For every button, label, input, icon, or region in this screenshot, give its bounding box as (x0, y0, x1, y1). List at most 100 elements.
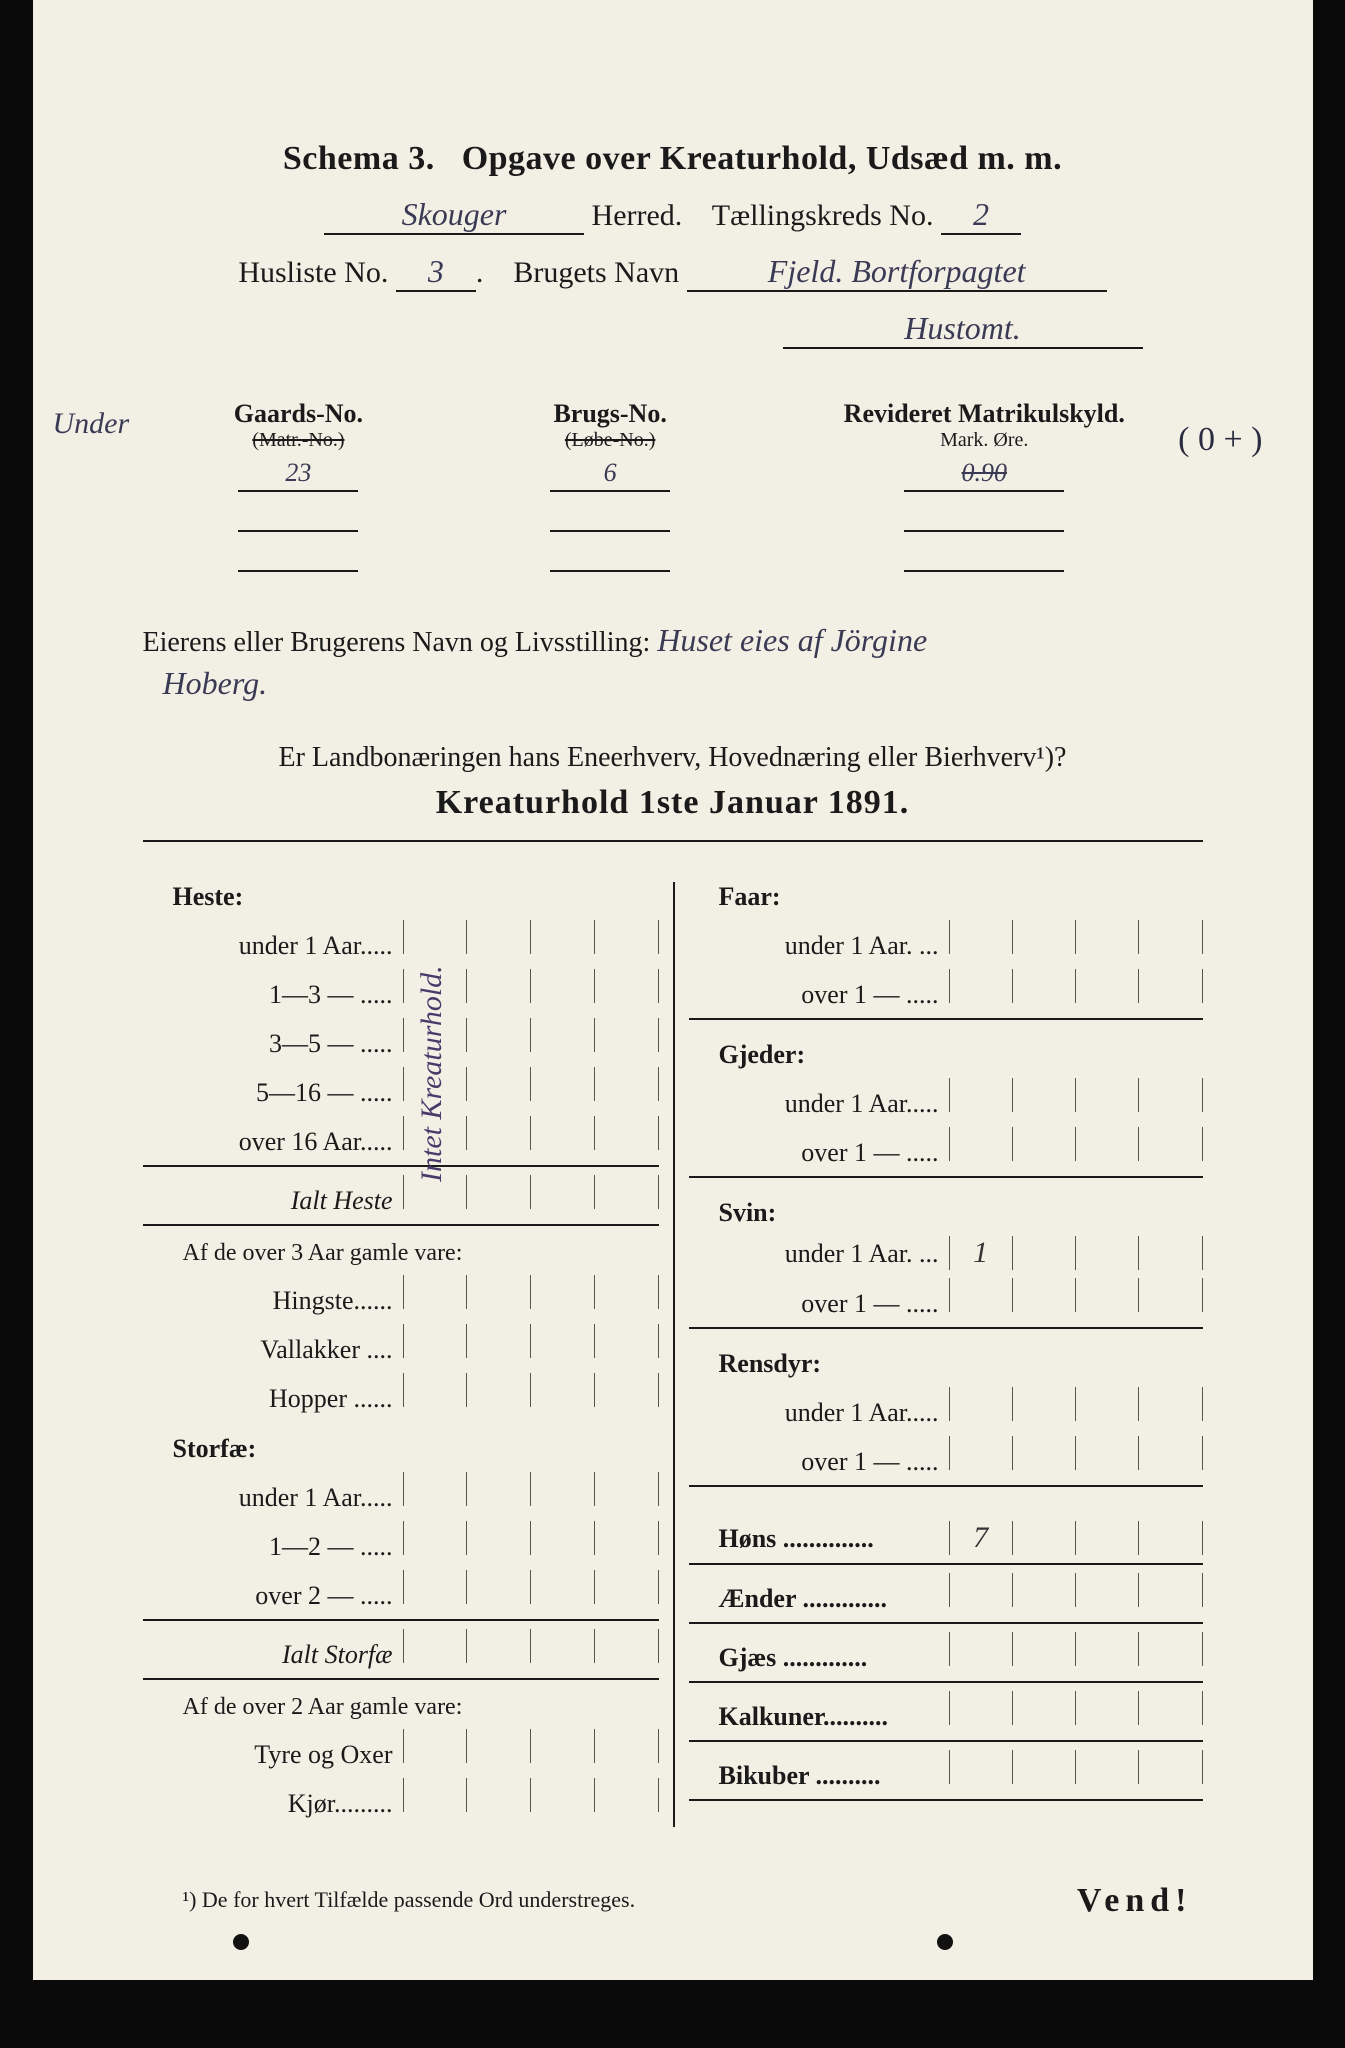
single-rule (689, 1799, 1203, 1801)
value-cell (467, 1521, 531, 1555)
entry-row: Hopper ...... (143, 1373, 659, 1414)
value-cell (467, 969, 531, 1003)
heste-sum: Ialt Heste (143, 1186, 403, 1216)
livestock-table: Intet Kreaturhold. Heste: under 1 Aar...… (143, 882, 1203, 1827)
value-cells (403, 1324, 659, 1358)
value-cells (403, 1018, 659, 1052)
svin-head: Svin: (689, 1198, 1203, 1228)
value-cell (1139, 1387, 1202, 1421)
owner-value-2: Hoberg. (143, 665, 1203, 702)
value-cell (467, 1324, 531, 1358)
value-cells (403, 1373, 659, 1407)
value-cell (1013, 1632, 1076, 1666)
entry-label: 3—5 — ..... (143, 1029, 403, 1059)
entry-row: Bikuber .......... (689, 1750, 1203, 1791)
value-cell (1139, 1436, 1202, 1470)
brugs-label: Brugs-No. (454, 399, 766, 429)
value-cells (403, 1275, 659, 1309)
value-cell (1013, 1127, 1076, 1161)
value-cell (1076, 1632, 1139, 1666)
entry-label: over 16 Aar..... (143, 1127, 403, 1157)
value-cell (950, 1632, 1013, 1666)
value-cell (1139, 1078, 1202, 1112)
brugs-val: 6 (550, 458, 670, 492)
matrikul-block: Under ( 0 + ) Gaards-No. (Matr.-No.) 23 … (143, 399, 1203, 572)
value-cell (950, 920, 1013, 954)
value-cells (949, 1436, 1203, 1470)
entry-row: 1—3 — ..... (143, 969, 659, 1010)
value-cell (1013, 920, 1076, 954)
value-cell (531, 1275, 595, 1309)
value-cell (595, 1275, 659, 1309)
single-rule (689, 1740, 1203, 1742)
rev-blank-2 (904, 538, 1064, 572)
entry-label: under 1 Aar. ... (689, 1239, 949, 1269)
value-cell (1139, 1236, 1202, 1270)
entry-label: under 1 Aar..... (143, 931, 403, 961)
value-cell (595, 969, 659, 1003)
value-cells (403, 1778, 659, 1812)
value-cell (1013, 1387, 1076, 1421)
value-cell (467, 1373, 531, 1407)
value-cell (1076, 920, 1139, 954)
brugets-label: Brugets Navn (513, 256, 679, 289)
entry-row: over 2 — ..... (143, 1570, 659, 1611)
value-cell (1013, 1236, 1076, 1270)
value-cell (404, 1570, 468, 1604)
header-block: Schema 3. Opgave over Kreaturhold, Udsæd… (143, 140, 1203, 349)
value-cells (949, 1127, 1203, 1161)
entry-label: over 1 — ..... (689, 1138, 949, 1168)
punch-hole-left (233, 1934, 249, 1950)
value-cell (404, 1472, 468, 1506)
entry-label: under 1 Aar..... (689, 1398, 949, 1428)
value-cells (949, 1573, 1203, 1607)
entry-row: Hingste...... (143, 1275, 659, 1316)
value-cell (1139, 1632, 1202, 1666)
value-cell (1076, 1127, 1139, 1161)
value-cell (404, 920, 468, 954)
value-cell (531, 1570, 595, 1604)
brugs-blank-1 (550, 498, 670, 532)
right-column: Faar: under 1 Aar. ...over 1 — ..... Gje… (673, 882, 1203, 1827)
value-cell (595, 1570, 659, 1604)
value-cell (1013, 1078, 1076, 1112)
left-column: Intet Kreaturhold. Heste: under 1 Aar...… (143, 882, 673, 1827)
entry-label: over 1 — ..... (689, 1289, 949, 1319)
value-cells (403, 1729, 659, 1763)
value-cell (1013, 1750, 1076, 1784)
value-cell (404, 1778, 468, 1812)
value-cells (403, 1521, 659, 1555)
owner-lead: Eierens eller Brugerens Navn og Livsstil… (143, 627, 651, 658)
value-cell (531, 1778, 595, 1812)
value-cells (403, 1472, 659, 1506)
value-cell (467, 1116, 531, 1150)
value-cells: 1 (949, 1236, 1203, 1270)
rev-label: Revideret Matrikulskyld. (766, 399, 1202, 429)
value-cell (404, 1324, 468, 1358)
single-rule (689, 1622, 1203, 1624)
value-cell (467, 1472, 531, 1506)
value-cell (1139, 969, 1202, 1003)
value-cell (950, 1278, 1013, 1312)
value-cell (950, 1078, 1013, 1112)
marginal-under: Under (53, 407, 130, 441)
value-cell (1076, 1236, 1139, 1270)
storfae-sum-cells (403, 1629, 659, 1663)
entry-row: under 1 Aar. ...1 (689, 1236, 1203, 1270)
owner-value-1: Huset eies af Jörgine (657, 622, 1037, 659)
marginal-zero: ( 0 + ) (1178, 421, 1262, 459)
entry-label: Kalkuner.......... (689, 1702, 949, 1732)
rev-sub: Mark. Øre. (766, 429, 1202, 452)
value-cell (531, 1729, 595, 1763)
census-form-page: Schema 3. Opgave over Kreaturhold, Udsæd… (33, 0, 1313, 1980)
value-cell (467, 1067, 531, 1101)
gaards-label: Gaards-No. (143, 399, 455, 429)
entry-row: 3—5 — ..... (143, 1018, 659, 1059)
question-block: Er Landbonæringen hans Eneerhverv, Hoved… (143, 742, 1203, 842)
value-cell (1139, 1127, 1202, 1161)
brugets-line2: Hustomt. (143, 310, 1203, 349)
value-cell (595, 1018, 659, 1052)
value-cell (1139, 1573, 1202, 1607)
value-cell (531, 1472, 595, 1506)
headline-rule (143, 840, 1203, 842)
